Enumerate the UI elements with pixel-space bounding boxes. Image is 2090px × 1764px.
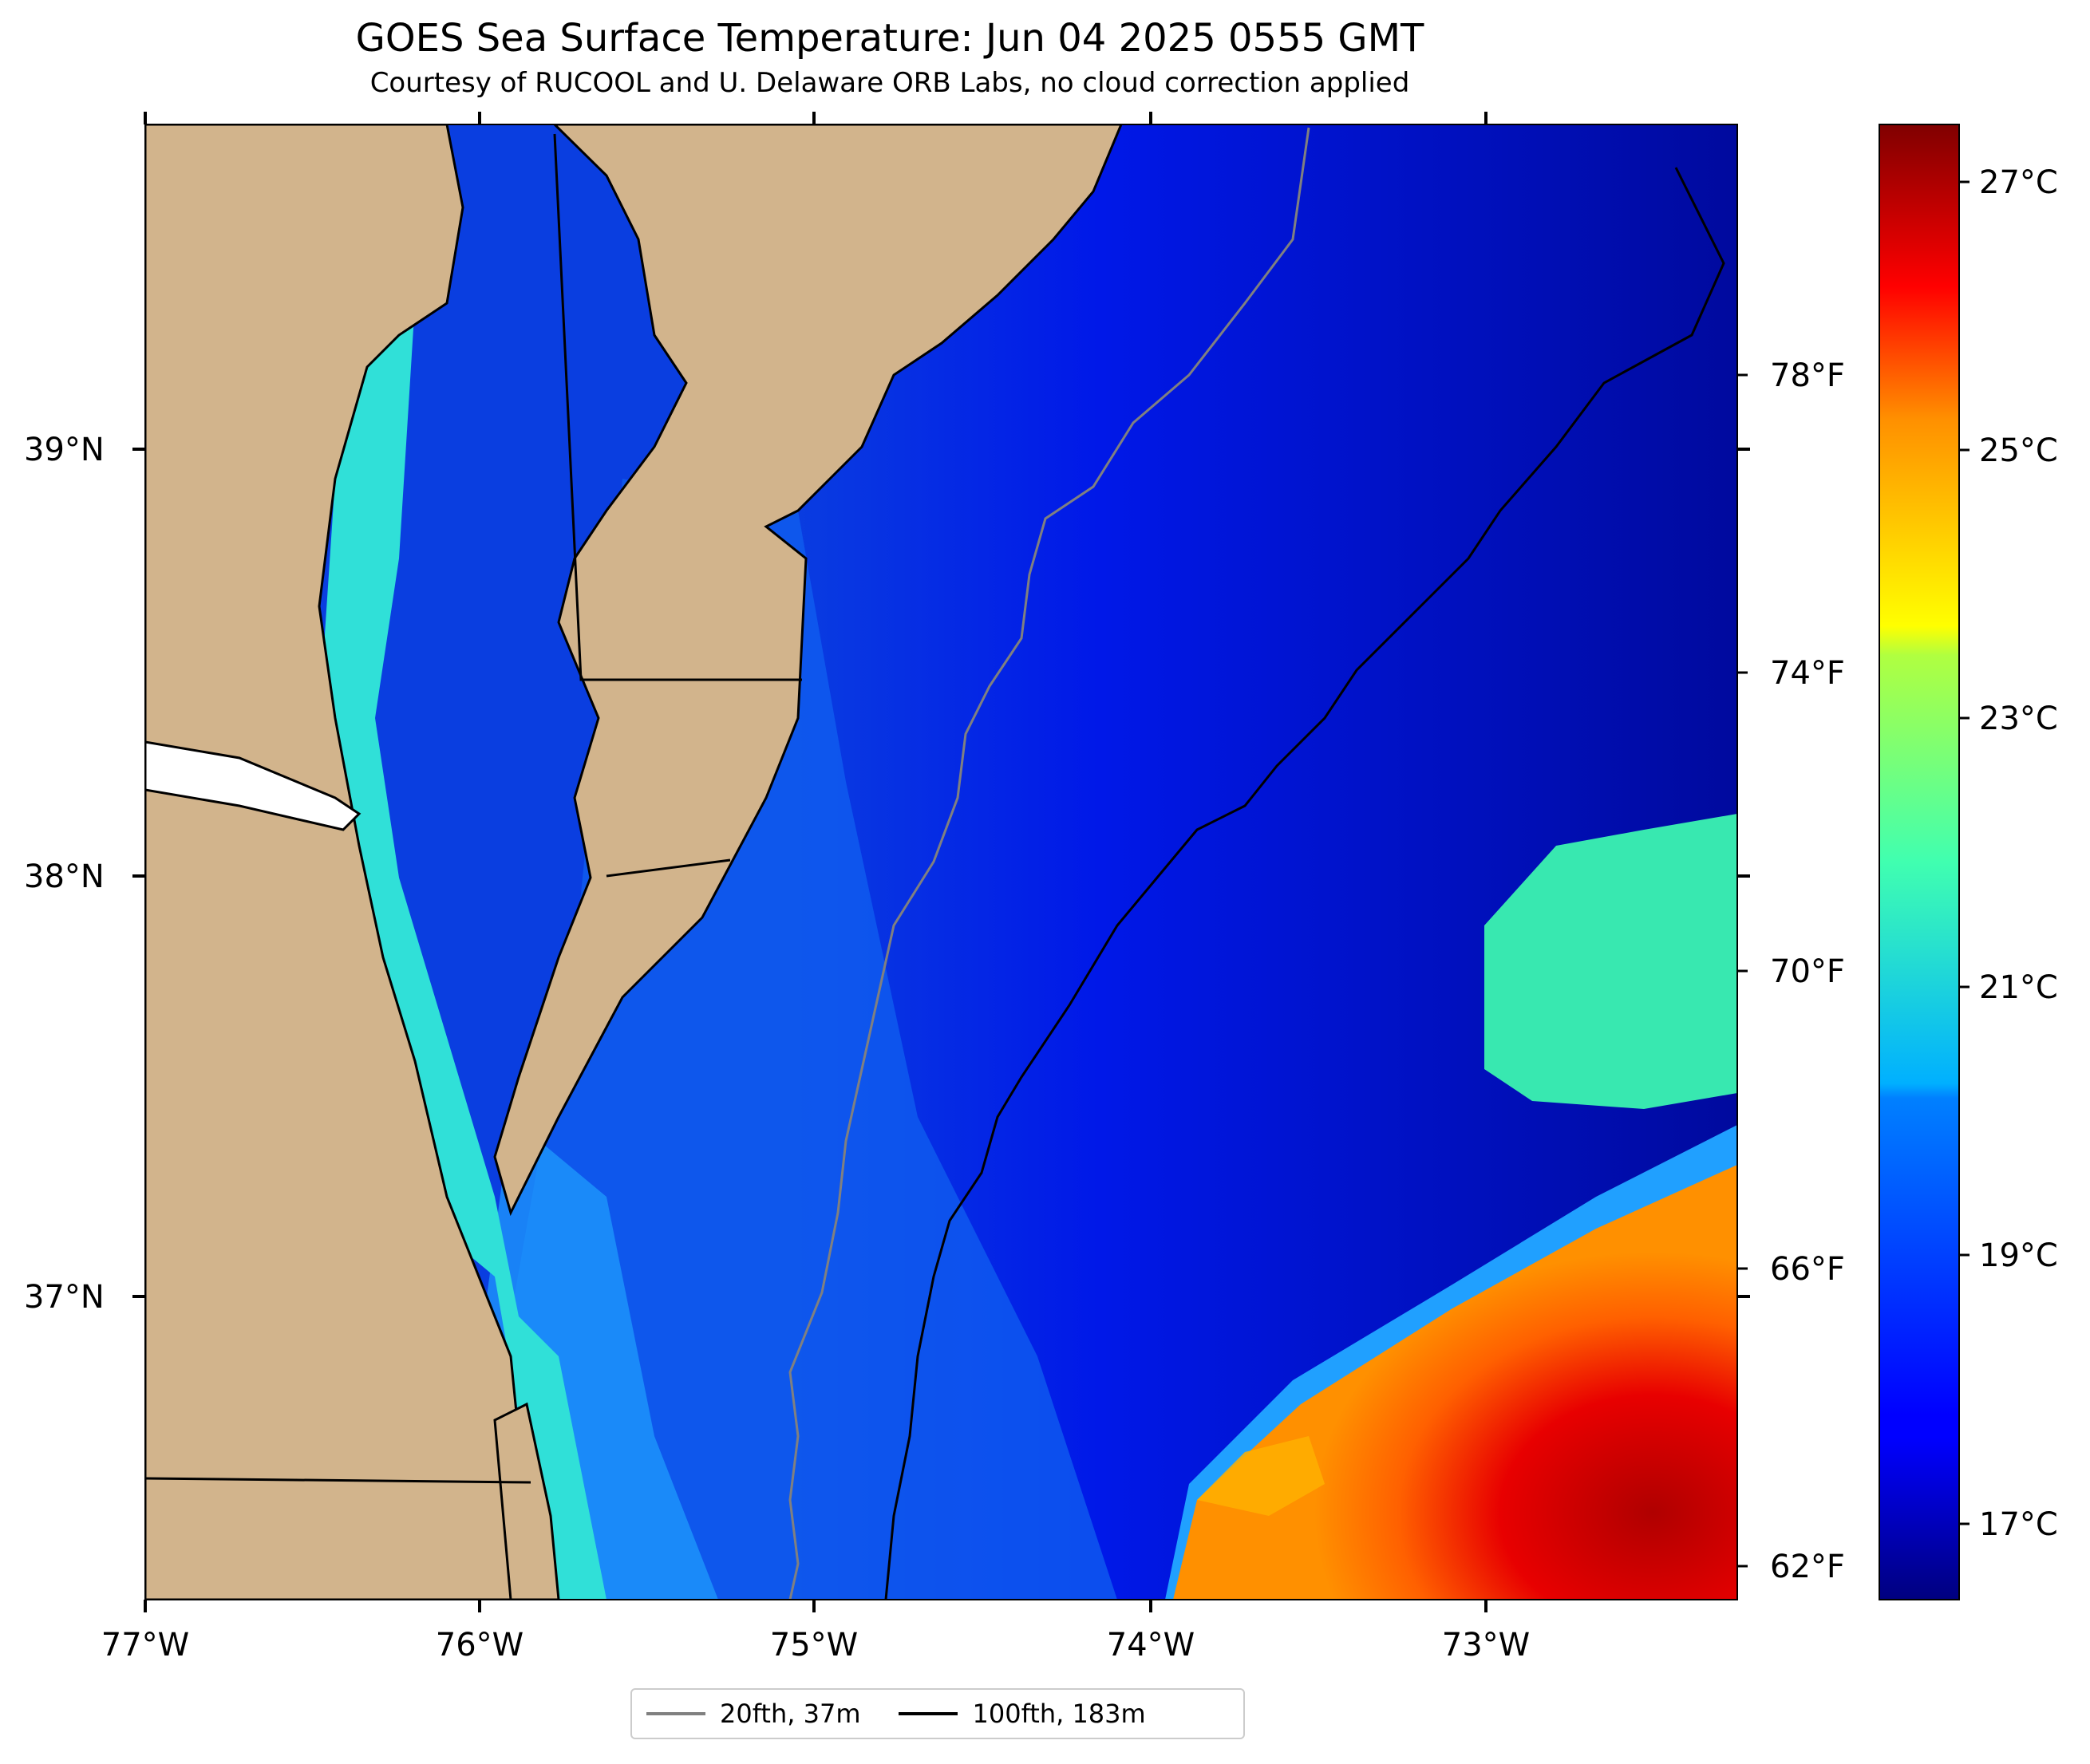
lat-label-37n: 37°N xyxy=(24,1279,105,1316)
gulf-stream-warm-core xyxy=(1197,1436,1325,1516)
fahrenheit-label-70: 70°F xyxy=(1770,953,1845,990)
colorbar-ticks xyxy=(1959,180,1969,1525)
colorbar-label-25c: 25°C xyxy=(1979,432,2058,469)
state-border-md-de xyxy=(553,133,802,681)
legend-line-20fth xyxy=(646,1712,705,1715)
legend-label-20fth: 20fth, 37m xyxy=(720,1699,861,1729)
colorbar-label-19c: 19°C xyxy=(1979,1237,2058,1274)
legend-item-100fth: 100fth, 183m xyxy=(899,1699,1146,1729)
lon-label-74w: 74°W xyxy=(1107,1627,1195,1663)
colorbar-label-27c: 27°C xyxy=(1979,164,2058,201)
map-title: GOES Sea Surface Temperature: Jun 04 202… xyxy=(355,16,1424,61)
colorbar-label-23c: 23°C xyxy=(1979,700,2058,737)
gulf-stream-sst xyxy=(1173,1165,1737,1600)
warm-eddy-east-sst xyxy=(1484,814,1737,1109)
lon-label-77w: 77°W xyxy=(101,1627,189,1663)
legend-label-100fth: 100fth, 183m xyxy=(972,1699,1146,1729)
fahrenheit-label-66: 66°F xyxy=(1770,1251,1845,1288)
lat-label-39n: 39°N xyxy=(24,432,105,468)
fahrenheit-label-78: 78°F xyxy=(1770,357,1845,394)
fahrenheit-label-74: 74°F xyxy=(1770,655,1845,692)
legend-line-100fth xyxy=(899,1712,958,1715)
contour-legend: 20fth, 37m 100fth, 183m xyxy=(630,1688,1245,1739)
map-frame xyxy=(144,124,1738,1600)
colorbar-label-21c: 21°C xyxy=(1979,969,2058,1006)
contour-100fth xyxy=(884,167,1725,1600)
land-eastern-shore-south xyxy=(493,1402,560,1600)
fahrenheit-label-62: 62°F xyxy=(1770,1549,1845,1585)
state-border-va-nc xyxy=(145,1477,531,1484)
fahrenheit-ticks xyxy=(1737,373,1748,1568)
lon-label-75w: 75°W xyxy=(770,1627,858,1663)
legend-item-20fth: 20fth, 37m xyxy=(646,1699,860,1729)
colorbar xyxy=(1879,124,1960,1600)
land-virginia-inlets xyxy=(145,740,362,831)
map-ticks xyxy=(132,112,1750,1612)
land-delmarva-nj xyxy=(493,124,1123,1217)
state-border-md-va xyxy=(606,858,731,878)
map-subtitle: Courtesy of RUCOOL and U. Delaware ORB L… xyxy=(369,67,1410,99)
lat-label-38n: 38°N xyxy=(24,858,105,895)
contour-20fth xyxy=(788,127,1310,1600)
map-area xyxy=(145,124,1737,1600)
lon-label-73w: 73°W xyxy=(1442,1627,1530,1663)
colorbar-label-17c: 17°C xyxy=(1979,1506,2058,1543)
lon-label-76w: 76°W xyxy=(436,1627,523,1663)
